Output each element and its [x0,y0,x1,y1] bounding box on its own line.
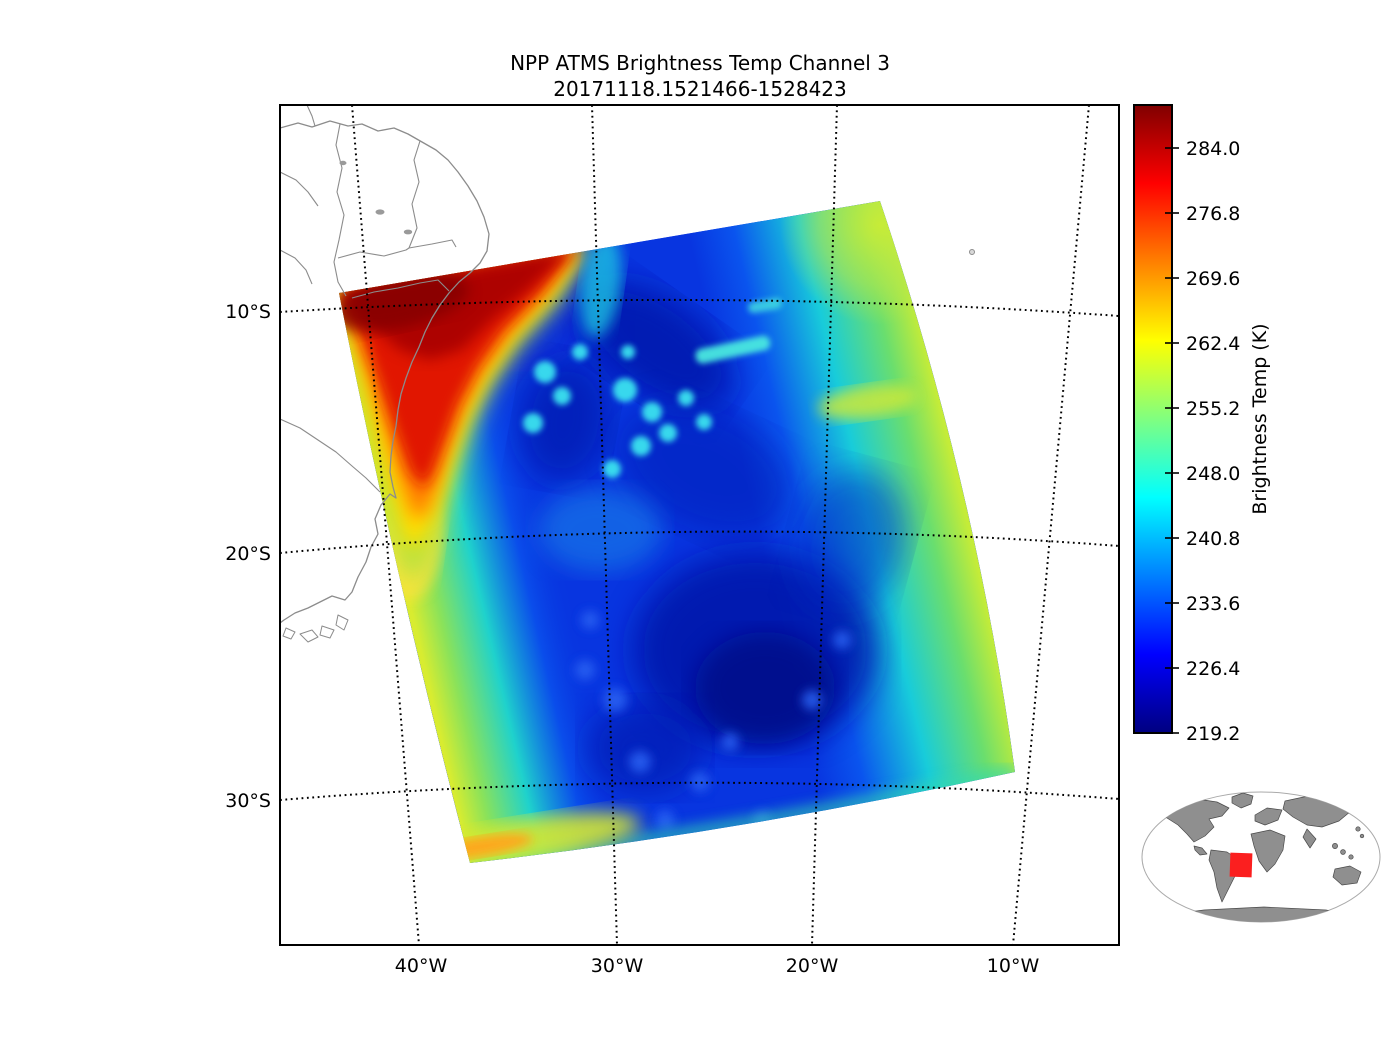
brightness-temp-swath [339,201,1015,863]
colorbar-ticks [1165,147,1179,734]
cbar-tick-0: 284.0 [1186,138,1240,160]
colorbar: 284.0 276.8 269.6 262.4 255.2 248.0 240.… [1133,104,1271,745]
parallel-20S [280,530,1119,554]
lakes [339,160,413,235]
meridian-10W [1012,105,1090,945]
parallel-30S [280,781,1119,801]
plot-title: NPP ATMS Brightness Temp Channel 3 20171… [510,51,890,101]
x-axis-labels: 40°W 30°W 20°W 10°W [395,955,1040,977]
cloud-speckles [523,297,782,478]
coastline [280,105,490,643]
x-tick-40W: 40°W [395,955,448,977]
warm-land-region [339,243,591,585]
cbar-tick-6: 240.8 [1186,528,1240,550]
parallel-10S [280,298,1119,317]
cbar-tick-5: 248.0 [1186,463,1240,485]
x-tick-10W: 10°W [987,955,1040,977]
cbar-tick-9: 219.2 [1186,723,1240,745]
map-plot-area [280,105,1119,945]
meridian-40W [351,105,420,945]
island-dot [969,249,975,255]
cbar-tick-1: 276.8 [1186,203,1240,225]
cbar-tick-3: 262.4 [1186,333,1240,355]
swath-location-marker [1229,852,1253,878]
cbar-tick-7: 233.6 [1186,593,1240,615]
colorbar-axis-label: Brightness Temp (K) [1249,323,1271,514]
y-tick-30S: 30°S [225,790,271,812]
y-axis-labels: 10°S 20°S 30°S [225,301,271,812]
x-tick-30W: 30°W [591,955,644,977]
colorbar-tick-labels: 284.0 276.8 269.6 262.4 255.2 248.0 240.… [1186,138,1240,745]
title-line2: 20171118.1521466-1528423 [553,77,847,101]
graticule [280,105,1119,945]
colorbar-gradient [1133,104,1173,734]
y-tick-20S: 20°S [225,543,271,565]
title-line1: NPP ATMS Brightness Temp Channel 3 [510,51,890,75]
cbar-tick-8: 226.4 [1186,658,1240,680]
plot-frame [279,104,1120,946]
cbar-tick-2: 269.6 [1186,268,1240,290]
global-inset-map [1141,791,1381,923]
state-borders [280,123,457,493]
x-tick-20W: 20°W [786,955,839,977]
y-tick-10S: 10°S [225,301,271,323]
cbar-tick-4: 255.2 [1186,398,1240,420]
